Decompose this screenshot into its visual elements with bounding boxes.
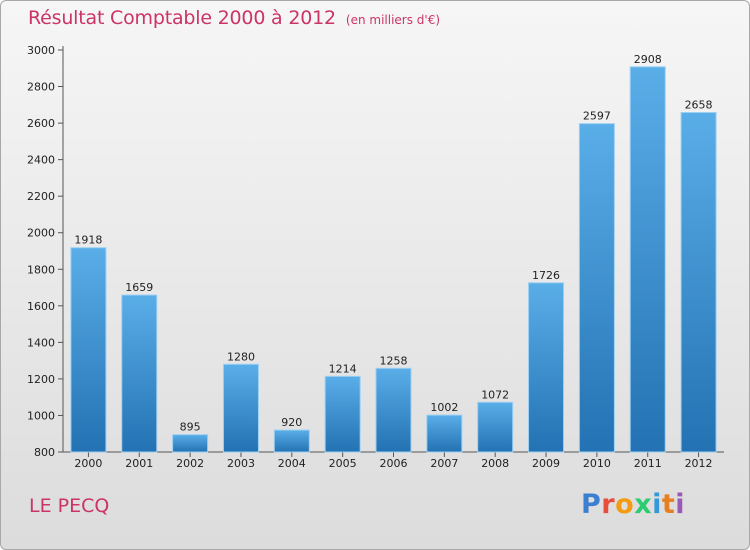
bar — [680, 111, 717, 453]
city-name: LE PECQ — [29, 495, 110, 517]
y-tick-label: 800 — [34, 446, 55, 459]
bar-value-label: 920 — [281, 416, 302, 429]
title-row: Résultat Comptable 2000 à 2012 (en millie… — [28, 7, 440, 29]
bar-value-label: 1918 — [74, 234, 102, 247]
x-tick-label: 2007 — [430, 457, 458, 470]
x-tick-label: 2011 — [634, 457, 662, 470]
x-tick-label: 2003 — [227, 457, 255, 470]
y-tick-label: 2400 — [27, 154, 55, 167]
y-tick-label: 2200 — [27, 190, 55, 203]
bar — [121, 294, 158, 453]
bar-value-label: 2908 — [634, 53, 662, 66]
y-tick-label: 1800 — [27, 263, 55, 276]
bar-value-label: 2658 — [685, 98, 713, 111]
logo-letter: r — [601, 489, 616, 520]
chart-bars — [70, 66, 717, 453]
bar — [426, 414, 463, 453]
chart-title: Résultat Comptable 2000 à 2012 — [28, 7, 336, 29]
x-tick-label: 2006 — [380, 457, 408, 470]
bar — [477, 401, 514, 453]
y-tick-label: 1600 — [27, 300, 55, 313]
x-tick-label: 2005 — [329, 457, 357, 470]
y-tick-label: 2800 — [27, 81, 55, 94]
bar — [528, 282, 565, 453]
logo-letter: o — [615, 489, 635, 520]
logo-letter: x — [634, 489, 653, 520]
y-tick-label: 2600 — [27, 117, 55, 130]
bar — [70, 247, 107, 453]
bar — [324, 375, 361, 453]
logo-letter: i — [652, 489, 662, 520]
bar-value-label: 1214 — [329, 362, 357, 375]
x-tick-label: 2010 — [583, 457, 611, 470]
y-tick-label: 3000 — [27, 44, 55, 57]
logo-letter: i — [675, 489, 686, 520]
proxiti-logo[interactable]: Proxiti — [581, 489, 685, 520]
y-tick-label: 1000 — [27, 409, 55, 422]
bar-value-label: 895 — [180, 421, 201, 434]
bar — [222, 363, 259, 453]
y-tick-label: 2000 — [27, 227, 55, 240]
bar — [375, 367, 412, 453]
x-tick-label: 2004 — [278, 457, 306, 470]
x-tick-label: 2009 — [532, 457, 560, 470]
y-tick-label: 1200 — [27, 373, 55, 386]
bar-value-label: 2597 — [583, 110, 611, 123]
chart-subtitle: (en milliers d'€) — [345, 13, 441, 27]
x-tick-label: 2000 — [74, 457, 102, 470]
x-tick-label: 2008 — [481, 457, 509, 470]
logo-letter: t — [661, 489, 676, 520]
bar-value-label: 1659 — [125, 281, 153, 294]
x-tick-label: 2001 — [125, 457, 153, 470]
chart-labels: 1918 2000 1659 2001 895 2002 1280 2003 920 2004 12… — [74, 53, 712, 470]
bar-value-label: 1072 — [481, 388, 509, 401]
x-tick-label: 2002 — [176, 457, 204, 470]
bar-value-label: 1280 — [227, 350, 255, 363]
bar — [629, 66, 666, 453]
bar — [578, 123, 615, 453]
bar — [273, 429, 310, 453]
bar — [172, 434, 209, 453]
bar-value-label: 1258 — [380, 354, 408, 367]
logo-letter: P — [581, 489, 602, 520]
bar-value-label: 1726 — [532, 269, 560, 282]
bar-value-label: 1002 — [430, 401, 458, 414]
x-tick-label: 2012 — [685, 457, 713, 470]
y-tick-label: 1400 — [27, 336, 55, 349]
